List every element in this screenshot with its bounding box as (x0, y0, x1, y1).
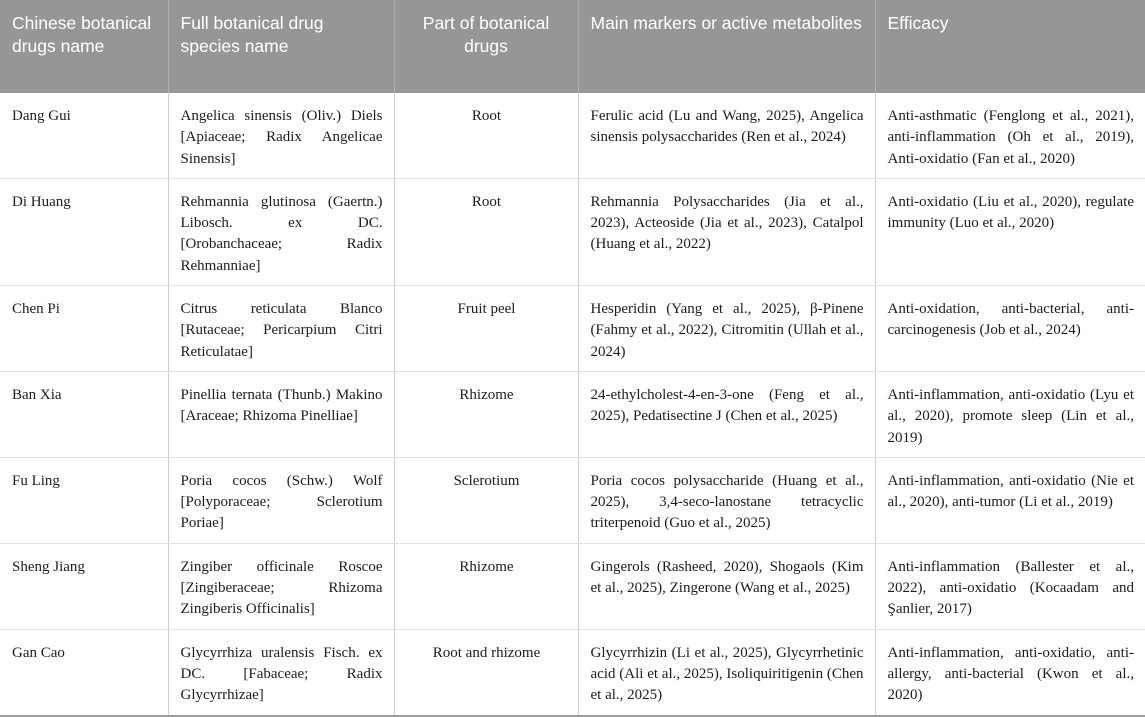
cell-species-name: Poria cocos (Schw.) Wolf [Polyporaceae; … (168, 457, 395, 544)
table-row: Gan Cao Glycyrrhiza uralensis Fisch. ex … (0, 629, 1145, 716)
cell-part: Root (394, 178, 579, 287)
cell-species-name: Zingiber officinale Roscoe [Zingiberacea… (168, 543, 395, 630)
cell-part: Fruit peel (394, 285, 579, 372)
column-header-species-name: Full botanical drug species name (168, 0, 395, 93)
cell-chinese-name: Sheng Jiang (0, 543, 169, 630)
cell-part: Root and rhizome (394, 629, 579, 716)
cell-efficacy: Anti-inflammation, anti-oxidatio (Lyu et… (875, 371, 1145, 458)
cell-efficacy: Anti-oxidatio (Liu et al., 2020), regula… (875, 178, 1145, 287)
table-row: Dang Gui Angelica sinensis (Oliv.) Diels… (0, 93, 1145, 179)
cell-markers: 24-ethylcholest-4-en-3-one (Feng et al.,… (578, 371, 876, 458)
cell-markers: Gingerols (Rasheed, 2020), Shogaols (Kim… (578, 543, 876, 630)
table-row: Ban Xia Pinellia ternata (Thunb.) Makino… (0, 371, 1145, 458)
cell-part: Sclerotium (394, 457, 579, 544)
table-row: Di Huang Rehmannia glutinosa (Gaertn.) L… (0, 178, 1145, 287)
cell-markers: Ferulic acid (Lu and Wang, 2025), Angeli… (578, 93, 876, 179)
cell-efficacy: Anti-oxidation, anti-bacterial, anti-car… (875, 285, 1145, 372)
cell-chinese-name: Ban Xia (0, 371, 169, 458)
cell-efficacy: Anti-inflammation (Ballester et al., 202… (875, 543, 1145, 630)
cell-markers: Poria cocos polysaccharide (Huang et al.… (578, 457, 876, 544)
column-header-part: Part of botanical drugs (394, 0, 579, 93)
cell-species-name: Pinellia ternata (Thunb.) Makino [Aracea… (168, 371, 395, 458)
cell-efficacy: Anti-inflammation, anti-oxidatio, anti-a… (887, 644, 1135, 704)
cell-efficacy: Anti-inflammation, anti-oxidatio (Nie et… (875, 457, 1145, 544)
column-header-markers: Main markers or active metabolites (578, 0, 876, 93)
cell-part: Root (394, 93, 579, 179)
table-row: Chen Pi Citrus reticulata Blanco [Rutace… (0, 285, 1145, 372)
column-header-efficacy: Efficacy (875, 0, 1145, 93)
cell-chinese-name: Gan Cao (0, 629, 169, 716)
cell-chinese-name: Dang Gui (0, 93, 169, 179)
cell-species-name: Glycyrrhiza uralensis Fisch. ex DC. [Fab… (168, 629, 395, 716)
table-row: Sheng Jiang Zingiber officinale Roscoe [… (0, 543, 1145, 630)
cell-species-name: Citrus reticulata Blanco [Rutaceae; Peri… (168, 285, 395, 372)
cell-species-name: Angelica sinensis (Oliv.) Diels [Apiacea… (168, 93, 395, 179)
table-row: Fu Ling Poria cocos (Schw.) Wolf [Polypo… (0, 457, 1145, 544)
cell-chinese-name: Chen Pi (0, 285, 169, 372)
cell-markers: Rehmannia Polysaccharides (Jia et al., 2… (578, 178, 876, 287)
header-row: Chinese botanical drugs name Full botani… (0, 0, 1145, 93)
cell-species-name: Rehmannia glutinosa (Gaertn.) Libosch. e… (168, 178, 395, 287)
cell-chinese-name: Fu Ling (0, 457, 169, 544)
cell-chinese-name: Di Huang (0, 178, 169, 287)
cell-markers: Glycyrrhizin (Li et al., 2025), Glycyrrh… (578, 629, 876, 716)
cell-part: Rhizome (394, 371, 579, 458)
cell-markers: Hesperidin (Yang et al., 2025), β-Pinene… (578, 285, 876, 372)
cell-efficacy: Anti-asthmatic (Fenglong et al., 2021), … (875, 93, 1145, 179)
column-header-chinese-name: Chinese botanical drugs name (0, 0, 169, 93)
cell-part: Rhizome (394, 543, 579, 630)
